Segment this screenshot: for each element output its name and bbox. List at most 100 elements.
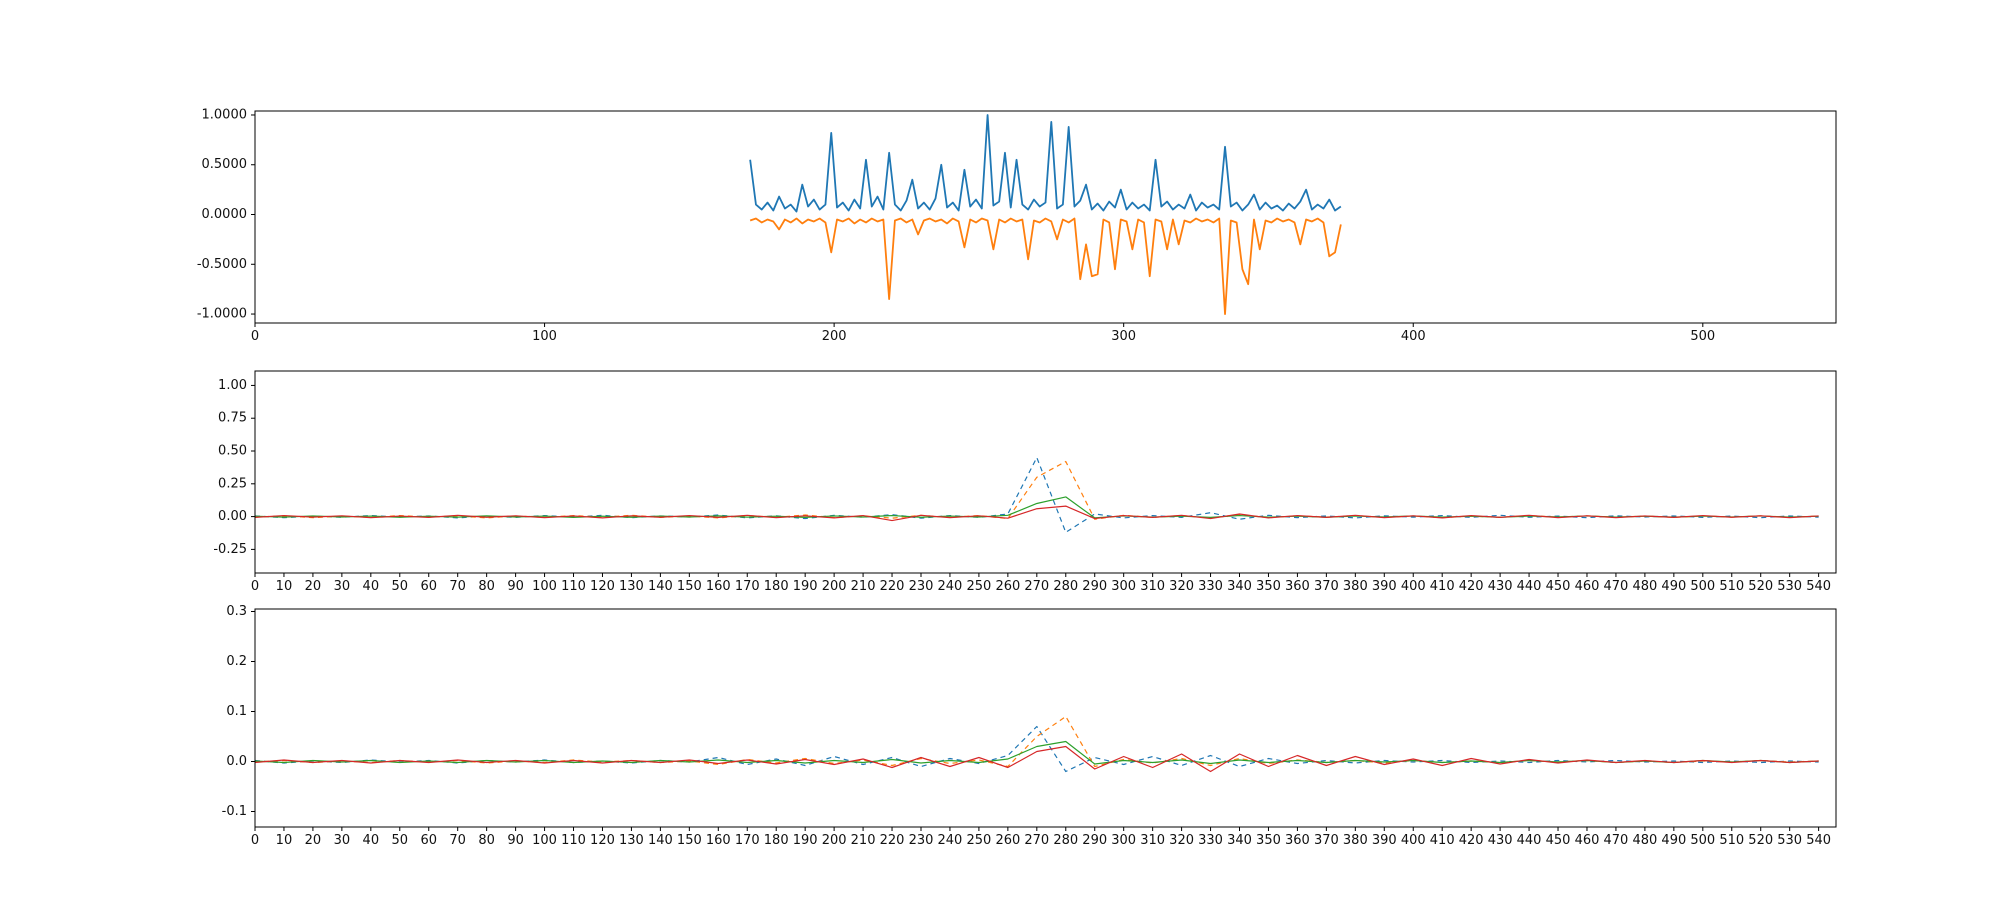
x-tick-label: 540: [1806, 833, 1831, 848]
x-tick-label: 140: [648, 833, 673, 848]
x-tick-label: 200: [822, 329, 847, 344]
x-tick-label: 150: [677, 579, 702, 594]
x-tick-label: 340: [1227, 833, 1252, 848]
x-tick-label: 90: [507, 579, 524, 594]
series-line-signal-blue: [749, 114, 1342, 213]
x-tick-label: 460: [1575, 579, 1600, 594]
x-tick-label: 10: [276, 579, 293, 594]
x-tick-label: 400: [1401, 329, 1426, 344]
x-tick-label: 530: [1777, 579, 1802, 594]
x-tick-label: 100: [532, 833, 557, 848]
x-tick-label: 480: [1632, 579, 1657, 594]
x-tick-label: 510: [1719, 579, 1744, 594]
x-tick-label: 110: [561, 579, 586, 594]
x-tick-label: 530: [1777, 833, 1802, 848]
x-tick-label: 360: [1285, 579, 1310, 594]
x-tick-label: 160: [706, 833, 731, 848]
x-tick-label: 430: [1488, 833, 1513, 848]
x-tick-label: 300: [1111, 329, 1136, 344]
x-tick-label: 40: [363, 579, 380, 594]
x-tick-label: 160: [706, 579, 731, 594]
x-tick-label: 80: [478, 579, 495, 594]
x-tick-label: 360: [1285, 833, 1310, 848]
x-tick-label: 50: [392, 579, 409, 594]
series-line-series-red: [255, 745, 1819, 773]
x-tick-label: 50: [392, 833, 409, 848]
x-tick-label: 30: [334, 833, 351, 848]
x-tick-label: 330: [1198, 579, 1223, 594]
x-tick-label: 180: [764, 579, 789, 594]
y-tick-label: -0.25: [213, 542, 247, 557]
x-tick-label: 510: [1719, 833, 1744, 848]
axes-top: 0 100 200 300 400 500 -1.0000 -0.5000 0.0000 0.50…: [197, 107, 1837, 344]
x-tick-label: 380: [1343, 833, 1368, 848]
x-tick-label: 120: [590, 833, 615, 848]
x-tick-label: 90: [507, 833, 524, 848]
x-tick-label: 0: [251, 329, 259, 344]
x-tick-label: 340: [1227, 579, 1252, 594]
axes-middle: 0 10 20 30 40 50 60 70 80 90 100 110 120 130 140 150 160…: [213, 370, 1837, 594]
x-tick-label: 240: [938, 579, 963, 594]
x-tick-label: 130: [619, 579, 644, 594]
x-tick-label: 230: [909, 579, 934, 594]
x-tick-label: 140: [648, 579, 673, 594]
y-tick-label: 0.50: [218, 444, 247, 459]
x-tick-label: 220: [880, 833, 905, 848]
x-tick-label: 290: [1082, 579, 1107, 594]
x-tick-label: 190: [793, 833, 818, 848]
x-tick-label: 380: [1343, 579, 1368, 594]
y-tick-label: 0.5000: [202, 157, 248, 172]
x-tick-label: 120: [590, 579, 615, 594]
x-tick-label: 300: [1111, 579, 1136, 594]
x-tick-label: 100: [532, 579, 557, 594]
series-line-series-blue: [255, 725, 1819, 773]
x-tick-label: 300: [1111, 833, 1136, 848]
x-tick-label: 500: [1690, 833, 1715, 848]
x-tick-label: 130: [619, 833, 644, 848]
series-line-series-orange: [255, 460, 1819, 520]
y-tick-label: 0.3: [226, 604, 247, 619]
x-tick-label: 500: [1690, 579, 1715, 594]
x-tick-label: 310: [1140, 579, 1165, 594]
x-tick-label: 470: [1604, 833, 1629, 848]
x-tick-label: 370: [1314, 579, 1339, 594]
x-tick-label: 260: [995, 833, 1020, 848]
x-tick-label: 420: [1459, 579, 1484, 594]
y-tick-label: 0.1: [226, 704, 247, 719]
y-tick-label: -0.1: [222, 804, 247, 819]
axes-spine: [254, 370, 1837, 574]
x-tick-label: 280: [1053, 579, 1078, 594]
y-tick-label: 0.75: [218, 411, 247, 426]
x-tick-label: 200: [822, 833, 847, 848]
x-tick-label: 40: [363, 833, 380, 848]
x-tick-label: 70: [449, 579, 466, 594]
x-tick-label: 190: [793, 579, 818, 594]
x-tick-label: 450: [1546, 833, 1571, 848]
series-line-signal-orange: [749, 217, 1342, 315]
y-tick-label: 1.00: [218, 378, 247, 393]
x-tick-label: 110: [561, 833, 586, 848]
x-tick-label: 390: [1372, 579, 1397, 594]
series-line-series-red: [255, 505, 1819, 522]
x-tick-label: 0: [251, 579, 259, 594]
series-line-series-orange: [255, 715, 1819, 768]
x-tick-label: 220: [880, 579, 905, 594]
x-tick-label: 250: [966, 833, 991, 848]
x-tick-label: 350: [1256, 833, 1281, 848]
x-tick-label: 490: [1661, 833, 1686, 848]
x-tick-label: 400: [1401, 833, 1426, 848]
axes-spine: [254, 608, 1837, 828]
x-tick-label: 20: [305, 833, 322, 848]
x-tick-label: 0: [251, 833, 259, 848]
x-tick-label: 150: [677, 833, 702, 848]
y-tick-label: 0.25: [218, 476, 247, 491]
series-line-series-blue: [255, 456, 1819, 533]
x-tick-label: 100: [532, 329, 557, 344]
x-tick-label: 230: [909, 833, 934, 848]
x-tick-label: 450: [1546, 579, 1571, 594]
x-tick-label: 260: [995, 579, 1020, 594]
x-tick-label: 270: [1024, 833, 1049, 848]
x-tick-label: 520: [1748, 833, 1773, 848]
x-tick-label: 350: [1256, 579, 1281, 594]
